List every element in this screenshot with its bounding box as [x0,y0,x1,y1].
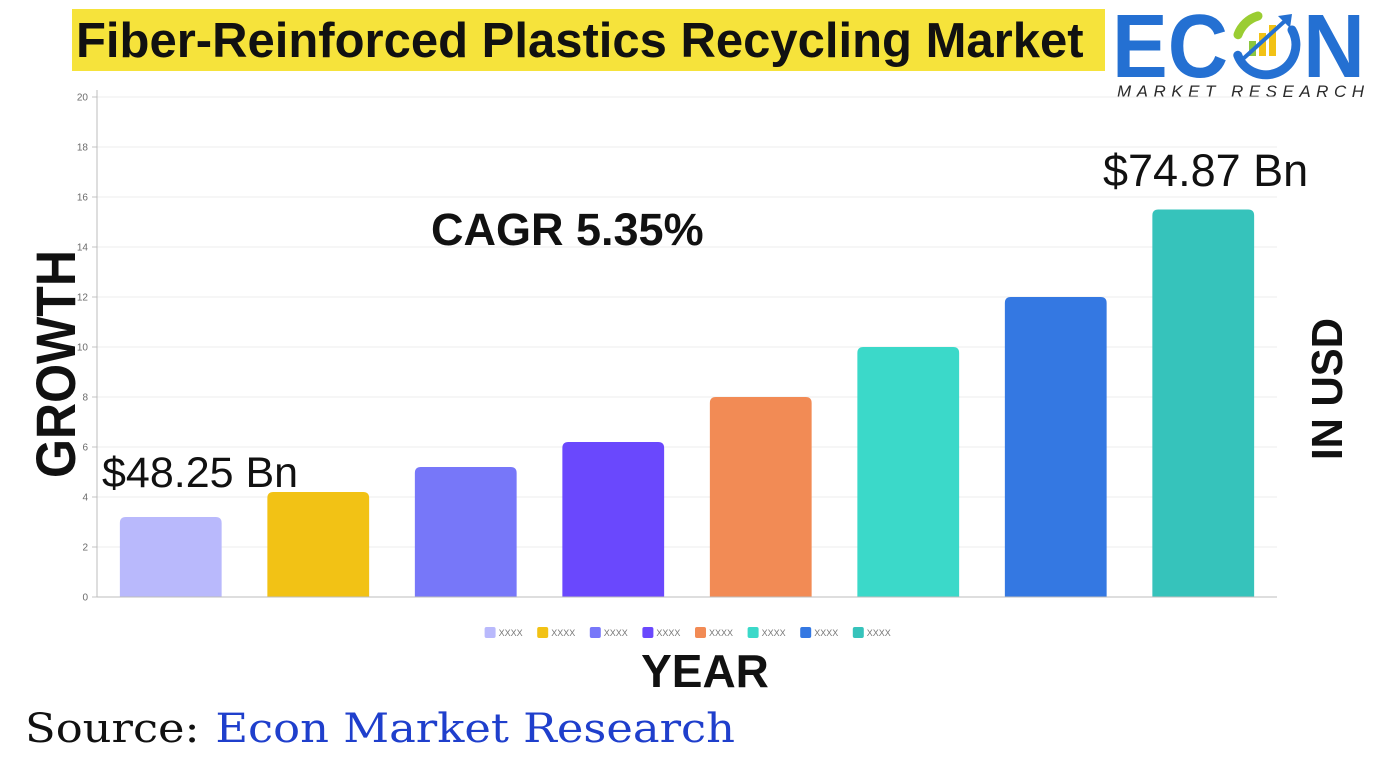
source-label: Source: [25,706,200,752]
y-tick-label: 18 [77,143,89,154]
start-value-label: $48.25 Bn [102,449,298,497]
legend: XXXX XXXX XXXX XXXX XXXX XXXX XXXX XXXX [484,627,891,638]
bar-7 [1004,297,1107,597]
bar-8 [1152,209,1255,597]
legend-item: XXXX [484,627,523,638]
unit-axis-title: IN USD [1303,318,1352,460]
legend-label: XXXX [867,628,891,638]
y-tick-label: 12 [77,293,89,304]
bar-6 [857,347,960,597]
legend-label: XXXX [499,628,523,638]
y-tick-label: 14 [77,243,89,254]
y-tick-label: 2 [82,543,88,554]
cagr-label: CAGR 5.35% [431,204,704,255]
y-axis-ticks: 0 2 4 6 8 10 12 14 16 18 20 [77,93,97,604]
logo-letters-right: N [1303,0,1365,97]
chart-title: Fiber-Reinforced Plastics Recycling Mark… [76,14,1084,68]
legend-swatch [484,627,496,638]
legend-swatch [537,627,549,638]
bar-4 [562,442,665,597]
legend-label: XXXX [604,628,628,638]
source-name: Econ Market Research [215,706,735,752]
legend-item: XXXX [852,627,891,638]
logo-letters-left: EC [1112,0,1228,97]
legend-swatch [642,627,654,638]
legend-item: XXXX [747,627,786,638]
x-axis-title: YEAR [641,645,769,697]
legend-swatch [589,627,601,638]
legend-swatch [747,627,759,638]
legend-swatch [695,627,706,638]
y-tick-label: 4 [82,493,88,504]
end-value-label: $74.87 Bn [1103,145,1308,196]
legend-swatch [800,627,812,638]
y-tick-label: 6 [82,443,88,454]
source-line: Source: Econ Market Research [25,706,735,752]
legend-label: XXXX [551,628,575,638]
logo-tagline: MARKET RESEARCH [1117,82,1365,101]
y-tick-label: 8 [82,393,88,404]
legend-item: XXXX [642,627,680,638]
bars [119,209,1255,597]
legend-label: XXXX [656,628,680,638]
bar-3 [414,467,517,597]
y-axis-title: GROWTH [24,250,87,478]
y-tick-label: 20 [77,93,89,104]
y-tick-label: 0 [82,593,88,604]
legend-swatch [852,627,864,638]
legend-item: XXXX [800,627,838,638]
econ-logo: EC N MARKET RESEARCH [1112,0,1365,101]
y-tick-label: 16 [77,193,89,204]
bar-5 [709,397,812,597]
logo-emblem-icon [1233,11,1301,80]
bar-2 [267,492,370,597]
y-tick-label: 10 [77,343,89,354]
legend-item: XXXX [695,627,733,638]
legend-label: XXXX [814,628,838,638]
legend-label: XXXX [762,628,786,638]
legend-item: XXXX [537,627,575,638]
title-highlight: Fiber-Reinforced Plastics Recycling Mark… [72,9,1105,71]
bar-1 [119,517,222,597]
legend-item: XXXX [589,627,628,638]
legend-label: XXXX [709,628,733,638]
